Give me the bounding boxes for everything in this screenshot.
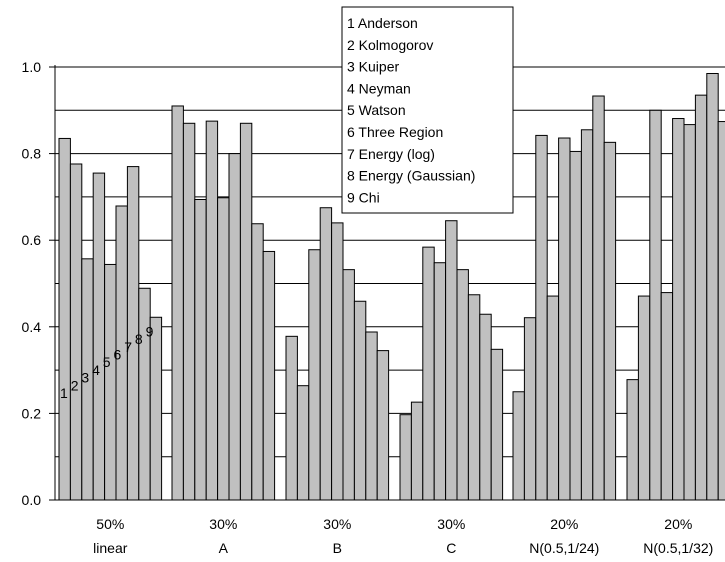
bar [626,379,639,501]
bar [399,414,412,501]
bar [512,391,525,501]
legend-entry: 5 Watson [347,102,406,118]
bar-number-label: 6 [114,347,122,363]
legend-entry: 8 Energy (Gaussian) [347,168,475,184]
bar [546,295,560,501]
bar [456,269,469,501]
bar [603,141,617,501]
bar [649,109,662,501]
legend-entry: 1 Anderson [347,15,418,31]
bar [228,153,241,501]
legend-box [341,6,514,214]
bar [445,220,458,501]
bar [683,124,696,501]
bar [410,401,424,501]
bar-number-label: 9 [146,323,154,339]
bar [580,129,594,501]
bar [182,122,196,501]
bar [365,331,378,501]
bar-number-label: 2 [71,377,79,393]
bar [376,350,390,501]
bar [672,118,685,501]
bar-number-label: 4 [92,362,100,378]
bar [353,300,367,501]
legend-entry: 3 Kuiper [347,59,399,75]
x-category-label-line2: C [446,540,456,556]
bar [467,294,481,501]
bar [58,137,71,501]
bar [592,95,605,501]
bar [217,197,230,501]
bar [285,335,298,501]
bar [138,287,151,501]
bar [319,207,333,501]
bar [637,295,651,501]
legend-entry: 7 Energy (log) [347,146,435,162]
bar [296,385,310,501]
x-category-label-line1: 50% [96,516,124,532]
bar [308,249,321,501]
x-category-label-line2: linear [93,540,128,556]
bar-number-label: 1 [60,385,68,401]
bar [717,121,725,501]
bar [239,122,253,501]
legend-entry: 4 Neyman [347,80,411,96]
x-category-label-line2: A [219,540,229,556]
bar [569,150,582,501]
y-tick-label: 0.6 [22,232,42,248]
bar [194,198,207,501]
bar [558,137,571,501]
x-category-label-line1: 30% [209,516,237,532]
bar [535,134,548,501]
bar [92,172,106,501]
bar [205,120,219,501]
bar [149,316,163,501]
y-tick-label: 0.0 [22,492,42,508]
x-category-label-line1: 20% [550,516,578,532]
bar [262,250,276,501]
x-category-label-line2: N(0.5,1/24) [529,540,599,556]
bar [479,313,492,501]
x-category-label-line1: 30% [323,516,351,532]
bar [660,292,674,501]
bar-number-label: 8 [135,331,143,347]
bar [104,263,117,501]
bar [69,163,83,501]
bar [523,317,537,501]
bar [706,72,719,501]
legend-entry: 9 Chi [347,189,380,205]
y-tick-label: 1.0 [22,59,42,75]
bar-number-label: 7 [124,339,132,355]
x-category-label-line1: 20% [664,516,692,532]
y-tick-label: 0.2 [22,405,42,421]
x-category-label-line1: 30% [437,516,465,532]
bar [433,262,447,501]
y-tick-label: 0.4 [22,319,42,335]
legend-entry: 2 Kolmogorov [347,37,433,53]
x-category-label-line2: B [333,540,342,556]
bar [694,94,708,501]
bar-number-label: 3 [81,370,89,386]
bar [490,348,504,501]
bar-number-label: 5 [103,354,111,370]
legend-entry: 6 Three Region [347,124,443,140]
bar [422,246,435,501]
bar [342,269,355,501]
y-tick-label: 0.8 [22,146,42,162]
bar [331,222,344,501]
bar [251,223,264,501]
x-category-label-line2: N(0.5,1/32) [643,540,713,556]
bar [171,105,184,501]
